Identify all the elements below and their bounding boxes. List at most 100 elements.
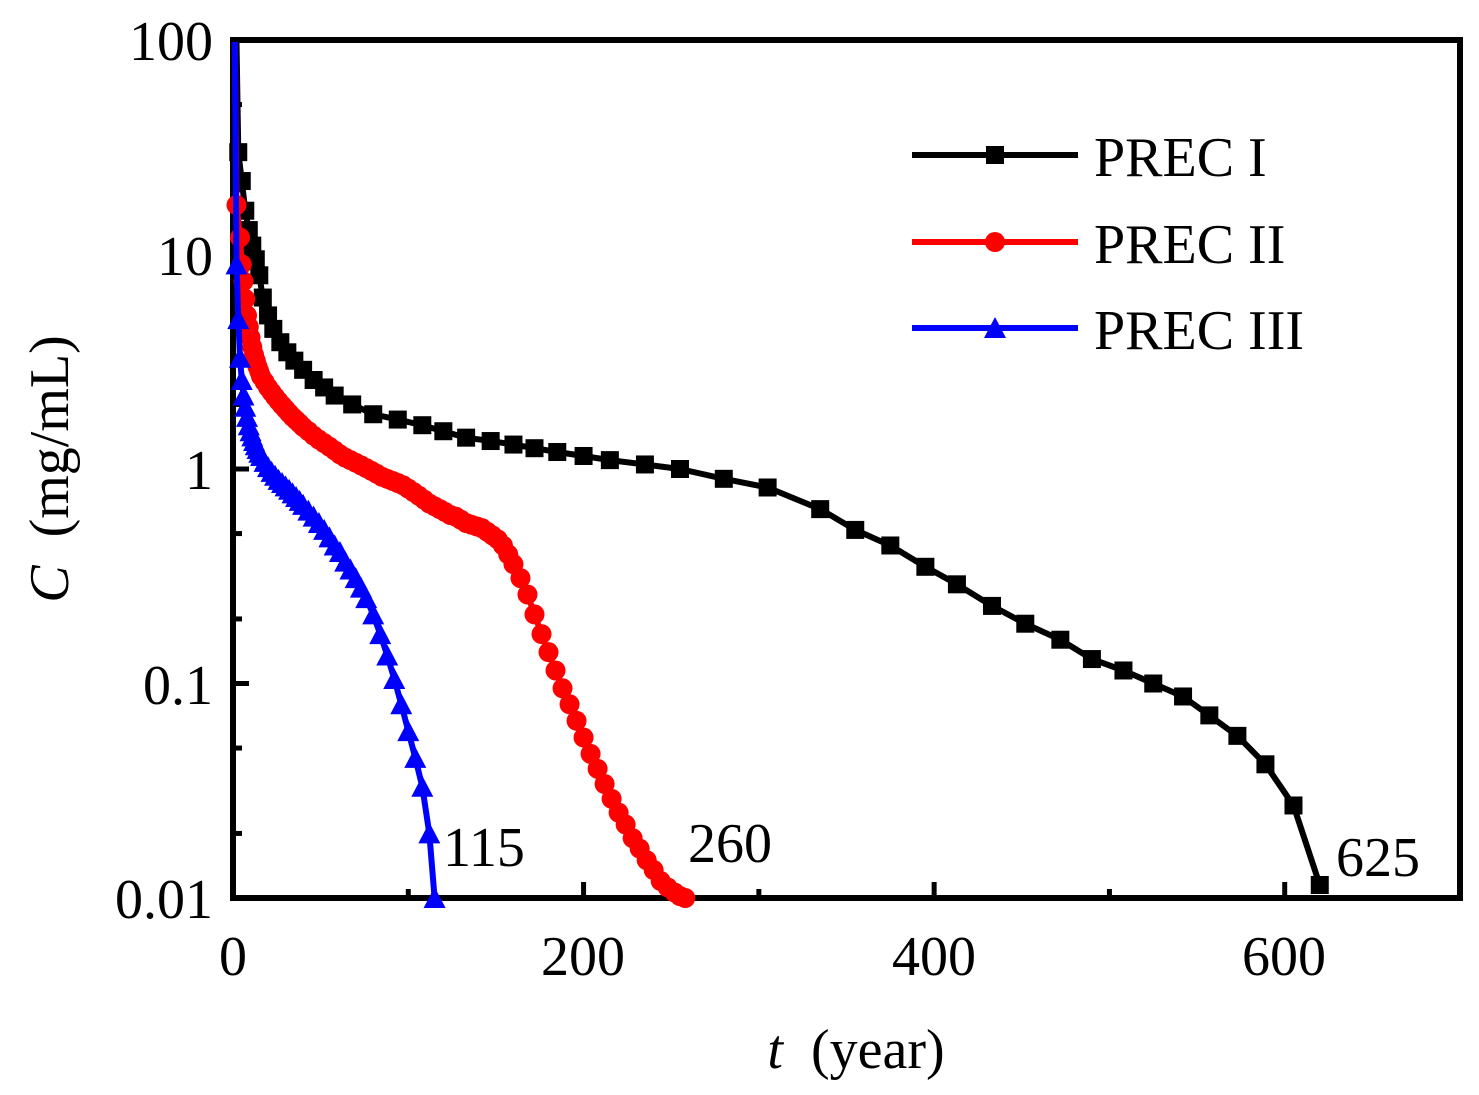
y-tick-label: 0.01 [115,869,213,931]
data-point [573,727,594,748]
data-point [362,603,385,625]
data-point [566,710,587,731]
x-tick-label: 0 [219,926,247,988]
data-point [423,887,446,908]
data-point [525,439,544,458]
data-point [580,743,601,764]
data-point [413,416,432,435]
legend-item-prec-ii: PREC II [912,214,1285,276]
data-point [811,500,830,519]
data-point [457,428,476,447]
x-tick-label: 200 [541,926,625,988]
data-point [343,395,362,414]
data-point [369,623,392,645]
data-point [670,460,689,478]
data-point [714,469,733,488]
data-point [225,253,248,275]
data-point [1228,726,1247,745]
data-point [574,446,593,465]
series-prec-ii [226,41,696,908]
annotation-260: 260 [688,813,772,875]
data-point [388,410,407,429]
data-point [411,775,434,797]
x-axis-var: t [767,1019,784,1081]
data-point [364,405,383,424]
data-point [1256,755,1275,774]
data-point [376,644,399,666]
data-point [397,720,420,742]
data-point [635,455,654,474]
x-tick-label: 400 [892,926,976,988]
annotation-625: 625 [1336,827,1420,889]
data-point [510,568,531,589]
data-point [1051,630,1070,649]
data-point [230,227,251,248]
data-point [383,667,406,689]
data-point [594,773,615,794]
data-point [227,308,250,330]
y-axis-var: C [19,565,81,603]
data-point [538,642,559,663]
data-point [916,557,935,576]
legend-label-prec-ii: PREC II [1094,214,1285,276]
data-point [230,368,253,390]
data-point [229,346,252,368]
annotation-115: 115 [443,817,525,879]
data-point [1284,796,1303,815]
data-point [517,584,538,605]
data-point [1174,687,1193,706]
data-point [552,678,573,699]
y-tick-label: 100 [129,11,213,73]
data-point [758,478,777,497]
legend-label-prec-iii: PREC III [1094,300,1304,362]
data-point [587,758,608,779]
y-axis-unit: (mg/mL) [19,335,81,537]
data-point [232,384,255,406]
data-point [1016,614,1035,633]
series-line-prec-ii [231,41,687,901]
x-tick-label: 600 [1242,926,1326,988]
x-axis-unit: (year) [811,1019,945,1081]
data-point [434,422,453,441]
legend-label-prec-i: PREC I [1094,127,1267,189]
legend-marker-prec-iii [984,317,1006,338]
data-point [559,694,580,715]
legend-item-prec-i: PREC I [912,127,1267,189]
data-point [1200,706,1219,725]
data-point [404,746,427,768]
legend: PREC I PREC II PREC III [912,127,1304,362]
legend-marker-prec-i [986,146,1004,164]
data-point [600,451,619,470]
data-point [234,395,257,417]
data-point [250,266,269,285]
data-point [982,596,1001,615]
x-tick-labels: 0 200 400 600 [219,926,1326,988]
legend-item-prec-iii: PREC III [912,300,1304,362]
data-point [1082,650,1101,669]
data-point [846,520,865,539]
data-point [1114,661,1133,680]
data-point [947,575,966,594]
y-axis-title: C (mg/mL) [19,335,81,603]
data-point [1310,875,1329,894]
data-point [355,587,378,609]
legend-marker-prec-ii [985,232,1005,252]
data-point [253,288,272,307]
data-point [390,693,413,715]
data-point [1144,674,1163,693]
series-prec-iii [225,41,446,908]
data-point [531,624,552,645]
y-tick-label: 0.1 [143,655,213,717]
data-point [548,443,567,462]
data-point [675,888,696,908]
data-point [504,435,523,454]
y-tick-labels: 0.01 0.1 1 10 100 [115,11,213,931]
series-layer [225,41,1329,908]
x-axis-title: t (year) [767,1019,944,1081]
data-point [418,822,441,844]
data-point [481,432,500,451]
data-point [881,536,900,555]
data-point [325,386,344,405]
data-point [545,660,566,681]
